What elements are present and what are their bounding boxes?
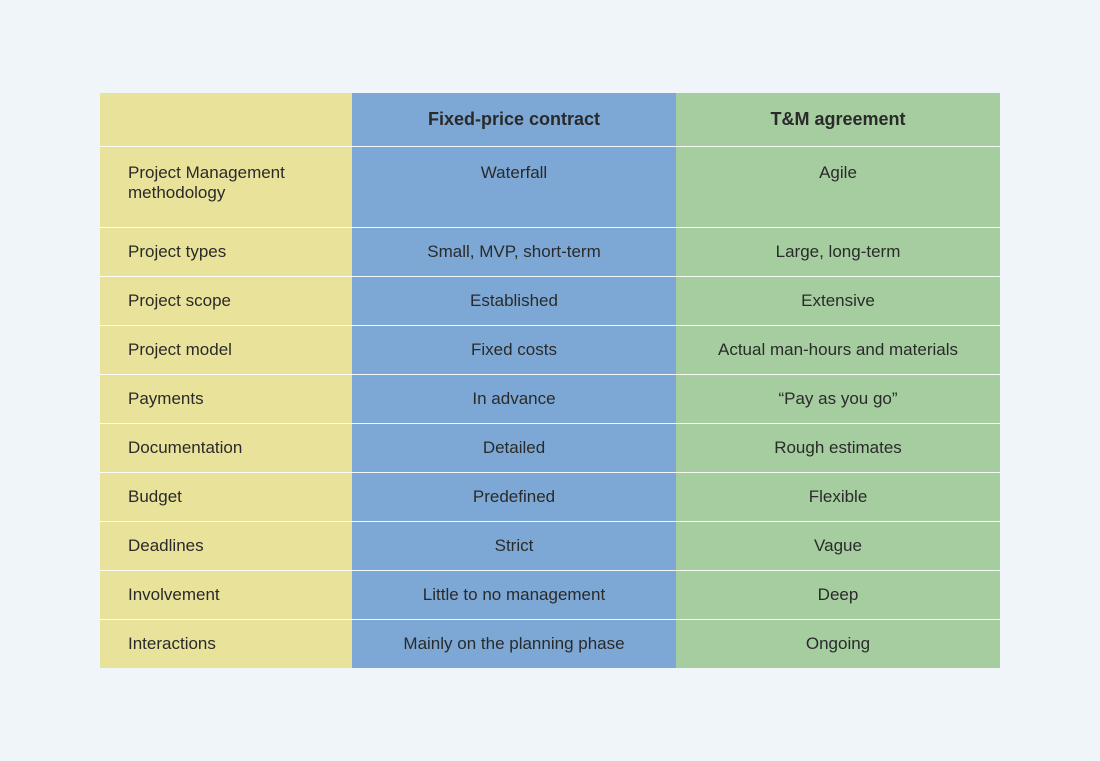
row-fixed-value: In advance <box>352 375 676 424</box>
row-tm-value: Flexible <box>676 473 1000 522</box>
row-tm-value: Large, long-term <box>676 228 1000 277</box>
row-label: Documentation <box>100 424 352 473</box>
row-fixed-value: Detailed <box>352 424 676 473</box>
row-fixed-value: Mainly on the planning phase <box>352 620 676 669</box>
table-row: Project typesSmall, MVP, short-termLarge… <box>100 228 1000 277</box>
row-tm-value: Agile <box>676 147 1000 228</box>
row-tm-value: Ongoing <box>676 620 1000 669</box>
row-fixed-value: Waterfall <box>352 147 676 228</box>
row-tm-value: Extensive <box>676 277 1000 326</box>
table-row: Project scopeEstablishedExtensive <box>100 277 1000 326</box>
row-fixed-value: Little to no management <box>352 571 676 620</box>
row-fixed-value: Small, MVP, short-term <box>352 228 676 277</box>
header-tm-agreement: T&M agreement <box>676 93 1000 147</box>
row-tm-value: Deep <box>676 571 1000 620</box>
table-body: Project Management methodologyWaterfallA… <box>100 147 1000 669</box>
table-row: DeadlinesStrictVague <box>100 522 1000 571</box>
row-tm-value: Rough estimates <box>676 424 1000 473</box>
comparison-table: Fixed-price contract T&M agreement Proje… <box>100 93 1000 668</box>
row-label: Deadlines <box>100 522 352 571</box>
table-row: InvolvementLittle to no managementDeep <box>100 571 1000 620</box>
row-tm-value: Actual man-hours and materials <box>676 326 1000 375</box>
row-label: Project scope <box>100 277 352 326</box>
row-fixed-value: Fixed costs <box>352 326 676 375</box>
row-tm-value: “Pay as you go” <box>676 375 1000 424</box>
row-label: Involvement <box>100 571 352 620</box>
row-fixed-value: Predefined <box>352 473 676 522</box>
row-label: Project types <box>100 228 352 277</box>
row-label: Budget <box>100 473 352 522</box>
table: Fixed-price contract T&M agreement Proje… <box>100 93 1000 668</box>
row-label: Interactions <box>100 620 352 669</box>
row-fixed-value: Established <box>352 277 676 326</box>
row-label: Project Management methodology <box>100 147 352 228</box>
table-row: InteractionsMainly on the planning phase… <box>100 620 1000 669</box>
table-header-row: Fixed-price contract T&M agreement <box>100 93 1000 147</box>
row-fixed-value: Strict <box>352 522 676 571</box>
table-row: BudgetPredefinedFlexible <box>100 473 1000 522</box>
row-label: Payments <box>100 375 352 424</box>
table-row: PaymentsIn advance“Pay as you go” <box>100 375 1000 424</box>
header-blank <box>100 93 352 147</box>
table-row: DocumentationDetailedRough estimates <box>100 424 1000 473</box>
table-row: Project Management methodologyWaterfallA… <box>100 147 1000 228</box>
header-fixed-price: Fixed-price contract <box>352 93 676 147</box>
row-tm-value: Vague <box>676 522 1000 571</box>
row-label: Project model <box>100 326 352 375</box>
table-row: Project modelFixed costsActual man-hours… <box>100 326 1000 375</box>
